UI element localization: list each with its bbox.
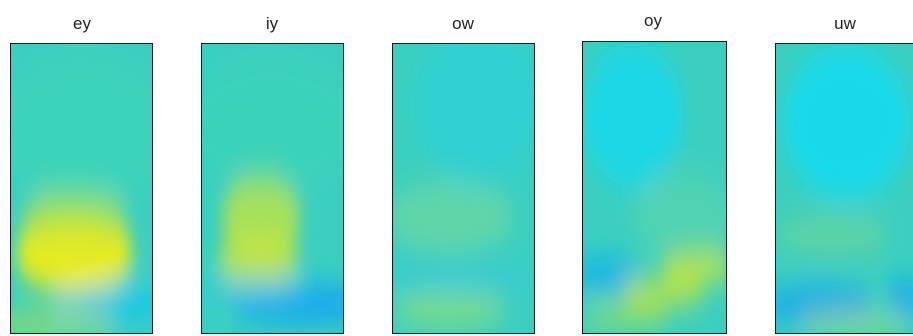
heatmap-region-0 — [583, 42, 684, 188]
heatmap-region-4 — [11, 309, 117, 333]
heatmap-region-2 — [776, 286, 875, 322]
heatmap-region-1 — [216, 237, 301, 284]
heatmap-region-0 — [393, 182, 513, 253]
heatmap-region-1 — [20, 188, 129, 258]
heatmap-region-1 — [414, 44, 534, 189]
heatmap-region-1 — [776, 217, 889, 253]
heatmap-region-4 — [583, 260, 641, 290]
heatmap-iy — [202, 44, 343, 333]
heatmap-ey — [11, 44, 152, 333]
panel-title-oy: oy — [644, 11, 662, 30]
heatmap-region-4 — [202, 280, 315, 305]
heatmap-panel-iy — [201, 43, 344, 334]
heatmap-panel-ey — [10, 43, 153, 334]
heatmap-region-3 — [393, 266, 534, 290]
panel-title-uw: uw — [834, 14, 856, 33]
panel-title-ey: ey — [73, 14, 91, 33]
heatmap-panel-ow — [392, 43, 535, 334]
heatmap-region-5 — [633, 172, 726, 261]
heatmap-region-4 — [797, 312, 910, 333]
heatmap-uw — [776, 44, 913, 333]
heatmap-region-2 — [11, 58, 152, 203]
heatmap-panel-oy — [582, 41, 727, 334]
heatmap-region-0 — [783, 44, 910, 201]
panel-title-ow: ow — [452, 14, 474, 33]
heatmap-region-3 — [884, 280, 913, 316]
heatmap-region-2 — [202, 61, 343, 189]
heatmap-region-3 — [583, 303, 669, 328]
heatmap-region-0 — [221, 174, 301, 261]
heatmap-panel-uw — [775, 43, 913, 334]
panel-title-iy: iy — [265, 14, 279, 33]
heatmap-ow — [393, 44, 534, 333]
heatmap-region-2 — [618, 277, 705, 307]
heatmap-oy — [583, 42, 726, 333]
heatmap-region-2 — [393, 295, 506, 325]
